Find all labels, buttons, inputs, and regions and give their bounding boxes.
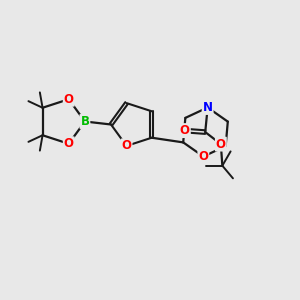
Text: O: O: [216, 138, 226, 151]
Text: O: O: [122, 140, 131, 152]
Text: B: B: [80, 115, 89, 128]
Text: N: N: [202, 101, 213, 114]
Text: O: O: [198, 150, 208, 163]
Text: O: O: [180, 124, 190, 137]
Text: O: O: [64, 137, 74, 150]
Text: O: O: [64, 93, 74, 106]
